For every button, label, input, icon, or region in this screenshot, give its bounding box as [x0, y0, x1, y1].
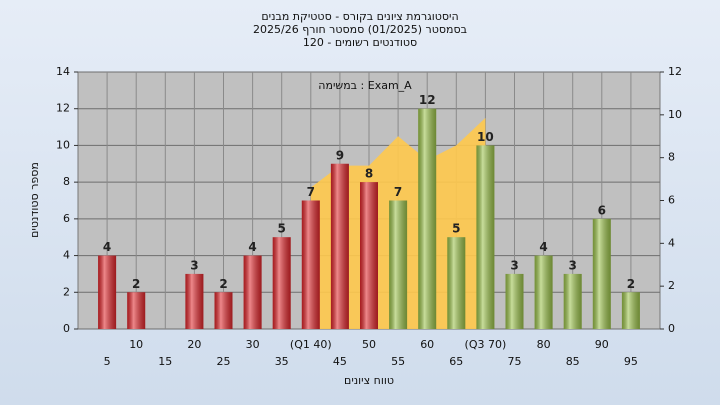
x-tick-label: 5 [104, 355, 111, 368]
value-label: 3 [510, 258, 518, 272]
x-tick-label: 30 [246, 338, 260, 351]
value-label: 4 [539, 240, 547, 254]
x-tick-label: (Q1 40) [290, 338, 332, 351]
bar-shine [127, 292, 146, 329]
x-tick-label: 60 [420, 338, 434, 351]
y2-tick-label: 12 [668, 65, 682, 78]
y-tick-label: 12 [56, 102, 70, 115]
value-label: 2 [219, 277, 227, 291]
y-tick-label: 14 [56, 65, 70, 78]
x-tick-label: 15 [158, 355, 172, 368]
bar-shine [534, 255, 553, 329]
value-label: 2 [132, 277, 140, 291]
bar-shine [360, 182, 378, 329]
value-label: 6 [598, 203, 606, 217]
y2-tick-label: 2 [668, 279, 675, 292]
y-tick-label: 4 [63, 249, 70, 262]
value-label: 3 [569, 258, 577, 272]
bar-shine [185, 273, 204, 329]
x-tick-label: 65 [449, 355, 463, 368]
value-label: 9 [336, 148, 344, 162]
x-tick-label: 90 [595, 338, 609, 351]
bar-shine [243, 255, 262, 329]
y-tick-label: 2 [63, 285, 70, 298]
chart-subtitle: סטודנטים רשומים - 120 [303, 36, 417, 49]
x-tick-label: 20 [187, 338, 201, 351]
x-tick-label: 50 [362, 338, 376, 351]
bar-shine [389, 200, 408, 329]
value-label: 4 [248, 240, 256, 254]
bar-shine [621, 292, 640, 329]
value-label: 3 [190, 258, 198, 272]
x-tick-label: 75 [508, 355, 522, 368]
x-axis-label: טווח ציונים [344, 374, 394, 387]
bar-shine [563, 273, 582, 329]
y-tick-label: 6 [63, 212, 70, 225]
y-tick-label: 8 [63, 175, 70, 188]
bar-shine [272, 237, 291, 329]
bar-shine [476, 145, 495, 329]
y2-tick-label: 8 [668, 151, 675, 164]
y-axis-label: מספר סטודנטים [28, 162, 41, 238]
value-label: 2 [627, 277, 635, 291]
value-label: 10 [477, 130, 494, 144]
bar-shine [98, 255, 117, 329]
chart-title: היסטוגרמת ציונים בקורס - סטטיקת מבנים [261, 10, 458, 23]
x-tick-label: 80 [537, 338, 551, 351]
value-label: 4 [103, 240, 111, 254]
y2-tick-label: 0 [668, 322, 675, 335]
value-label: 7 [394, 185, 402, 199]
value-label: 5 [452, 222, 460, 236]
bar-shine [447, 237, 466, 329]
x-tick-label: 45 [333, 355, 347, 368]
value-label: 5 [278, 222, 286, 236]
y-tick-label: 10 [56, 138, 70, 151]
value-label: 12 [419, 93, 436, 107]
x-tick-label: 35 [275, 355, 289, 368]
bar-shine [418, 108, 437, 329]
bar-shine [592, 218, 611, 329]
bar-shine [301, 200, 320, 329]
x-tick-label: 85 [566, 355, 580, 368]
y2-tick-label: 10 [668, 108, 682, 121]
bar-shine [505, 273, 524, 329]
annotation: במשימה : Exam_A [318, 79, 412, 92]
x-tick-label: 10 [129, 338, 143, 351]
bar-shine [214, 292, 233, 329]
x-tick-label: 25 [217, 355, 231, 368]
chart-subtitle: בסמסטר (01/2025) סמסטר חורף 2025/26 [253, 23, 467, 36]
y2-tick-label: 6 [668, 194, 675, 207]
value-label: 7 [307, 185, 315, 199]
value-label: 8 [365, 167, 373, 181]
x-tick-label: 55 [391, 355, 405, 368]
y-tick-label: 0 [63, 322, 70, 335]
x-tick-label: (Q3 70) [465, 338, 507, 351]
y2-tick-label: 4 [668, 236, 675, 249]
x-tick-label: 95 [624, 355, 638, 368]
bar-shine [330, 163, 349, 329]
